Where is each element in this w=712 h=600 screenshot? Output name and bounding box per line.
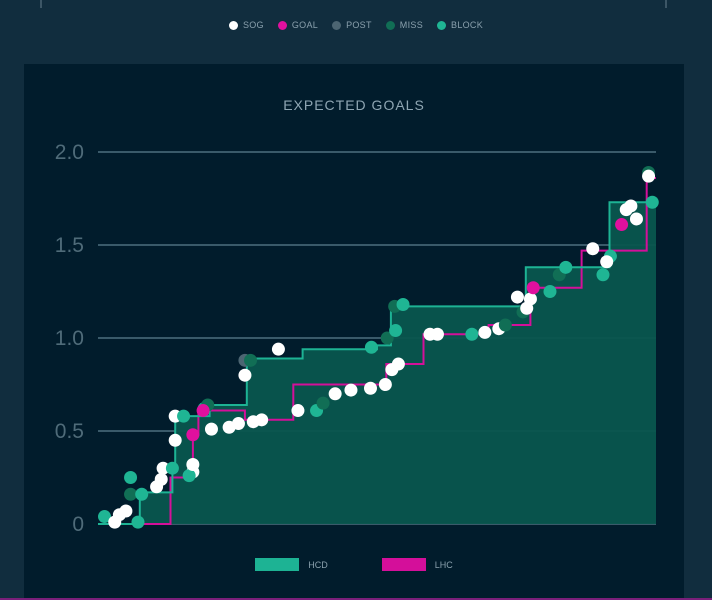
shot-marker-sog [430,327,444,341]
shot-marker-sog [154,472,168,486]
shot-marker-miss [498,318,512,332]
block-dot-icon [437,20,447,30]
shot-marker-goal [615,218,629,232]
shot-marker-goal [196,404,210,418]
bottom-accent-line [0,598,712,600]
legend-item-goal[interactable]: GOAL [277,20,319,30]
legend-item-hcd[interactable]: HCD [255,558,328,571]
shot-marker-goal [526,281,540,295]
shot-marker-block [389,324,403,338]
shot-marker-block [543,285,557,298]
legend-label-hcd: HCD [308,559,328,570]
shot-marker-miss [380,331,394,345]
expected-goals-panel: EXPECTED GOALS 0 0.5 1.0 1.5 2.0 HCD LHC [24,64,684,600]
frame-right-edge [665,0,667,8]
shot-marker-block [465,327,479,341]
legend-item-sog[interactable]: SOG [228,20,264,30]
shot-marker-block [98,510,112,524]
shot-marker-block [177,409,191,423]
hcd-line [98,201,656,525]
shot-marker-sog [186,457,200,471]
legend-item-lhc[interactable]: LHC [381,558,453,571]
shot-marker-block [364,340,378,354]
legend-label-post: POST [346,20,372,30]
hcd-area [98,202,656,524]
legend-item-post[interactable]: POST [332,20,372,30]
shot-marker-sog [523,292,537,306]
legend-label-sog: SOG [242,20,264,30]
y-tick-label: 0 [72,513,84,536]
shot-marker-sog [478,325,492,339]
shot-marker-sog [510,290,524,304]
shot-marker-block [165,461,179,475]
legend-label-lhc: LHC [434,559,453,570]
legend-label-miss: MISS [399,20,424,30]
shot-marker-sog [629,212,643,226]
shot-marker-block [135,487,149,501]
shot-marker-sog [231,417,245,431]
shot-type-legend: SOG GOAL POST MISS BLOCK [0,20,712,30]
shot-marker-sog [642,169,656,183]
post-dot-icon [332,20,342,30]
shot-marker-sog [271,342,285,356]
miss-dot-icon [385,20,395,30]
y-tick-label: 2.0 [55,141,84,164]
hcd-swatch [255,558,300,571]
shot-marker-goal [186,428,200,442]
shot-marker-miss [244,353,258,367]
shot-marker-sog [156,461,170,475]
chart-title: EXPECTED GOALS [283,97,425,113]
shot-marker-sog [391,357,405,371]
shot-marker-sog [291,404,305,418]
sog-dot-icon [228,20,238,30]
shot-marker-block [182,469,196,483]
shot-marker-sog [238,368,252,382]
legend-item-block[interactable]: BLOCK [437,20,483,30]
shot-marker-sog [586,242,600,256]
shot-marker-miss [124,487,138,501]
legend-label-block: BLOCK [451,20,484,30]
shot-marker-sog [204,422,218,436]
lhc-line [98,177,656,525]
shot-marker-sog [600,255,614,269]
shot-marker-sog [328,387,342,401]
shot-marker-sog [363,381,377,395]
expected-goals-chart: 0 0.5 1.0 1.5 2.0 [55,141,659,536]
shot-marker-block [131,515,145,529]
shot-marker-block [559,260,573,274]
shot-marker-sog [378,378,392,391]
shot-marker-sog [255,413,269,427]
shot-marker-sog [168,433,182,447]
shot-marker-block [645,195,659,209]
y-tick-label: 1.0 [55,327,84,350]
shot-marker-miss [316,396,330,410]
legend-item-miss[interactable]: MISS [385,20,424,30]
team-legend: HCD LHC [24,558,684,571]
shot-marker-block [124,471,138,484]
y-tick-label: 1.5 [55,234,84,257]
goal-dot-icon [277,20,287,30]
shot-marker-block [396,298,410,312]
legend-label-goal: GOAL [291,20,319,30]
shot-marker-sog [344,383,358,397]
shot-marker-sog [624,199,638,213]
y-tick-label: 0.5 [55,420,84,443]
shot-marker-sog [119,504,133,518]
shot-marker-block [596,268,610,282]
frame-left-edge [40,0,42,8]
lhc-swatch [381,558,426,571]
